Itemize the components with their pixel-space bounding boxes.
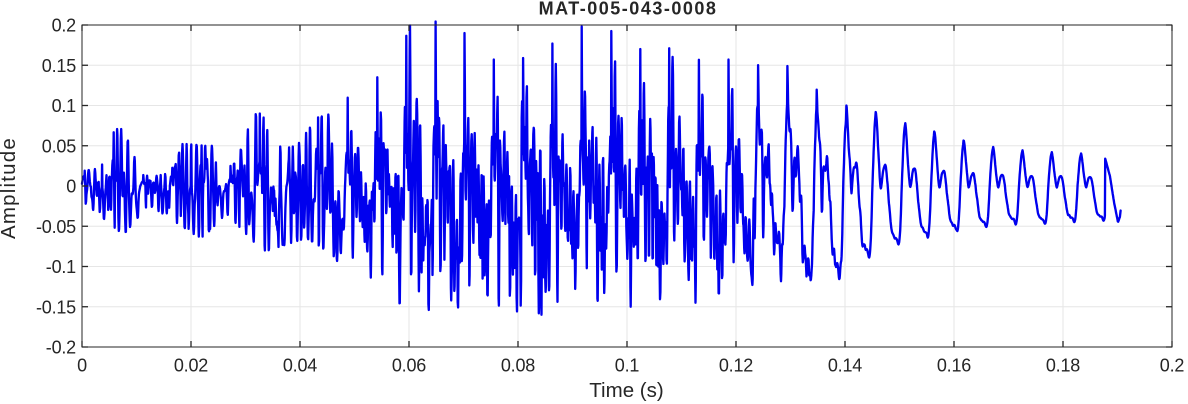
svg-text:0.08: 0.08 bbox=[501, 356, 535, 376]
svg-text:-0.15: -0.15 bbox=[36, 297, 76, 317]
svg-text:0.2: 0.2 bbox=[1160, 356, 1185, 376]
svg-text:Amplitude: Amplitude bbox=[0, 137, 20, 239]
svg-text:-0.05: -0.05 bbox=[36, 217, 76, 237]
svg-text:0.06: 0.06 bbox=[392, 356, 426, 376]
svg-text:0.02: 0.02 bbox=[174, 356, 208, 376]
svg-text:0.1: 0.1 bbox=[615, 356, 640, 376]
svg-text:Time (s): Time (s) bbox=[589, 379, 663, 402]
svg-text:-0.2: -0.2 bbox=[46, 338, 76, 358]
svg-text:0.16: 0.16 bbox=[937, 356, 971, 376]
svg-text:0.14: 0.14 bbox=[828, 356, 862, 376]
svg-text:-0.1: -0.1 bbox=[46, 257, 76, 277]
svg-text:0.1: 0.1 bbox=[52, 96, 77, 116]
svg-text:0.12: 0.12 bbox=[719, 356, 753, 376]
svg-text:0.15: 0.15 bbox=[42, 56, 76, 76]
svg-text:0: 0 bbox=[77, 356, 87, 376]
svg-text:0.04: 0.04 bbox=[283, 356, 317, 376]
svg-text:0.2: 0.2 bbox=[52, 16, 77, 36]
svg-text:0.18: 0.18 bbox=[1046, 356, 1080, 376]
svg-text:MAT-005-043-0008: MAT-005-043-0008 bbox=[539, 0, 718, 19]
svg-text:0: 0 bbox=[66, 177, 76, 197]
svg-text:0.05: 0.05 bbox=[42, 136, 76, 156]
